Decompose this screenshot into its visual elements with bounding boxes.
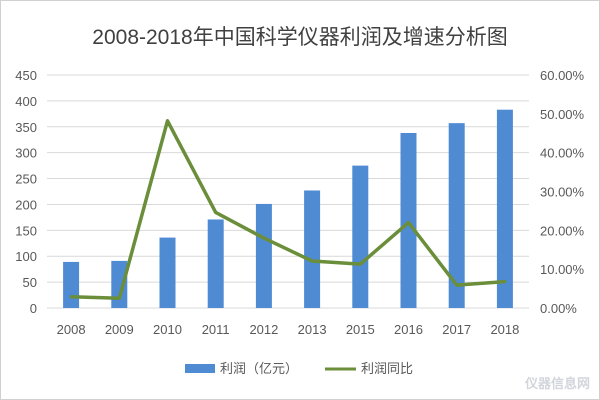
bar-2018 bbox=[496, 109, 513, 309]
chart-title: 2008-2018年中国科学仪器利润及增速分析图 bbox=[92, 26, 507, 49]
bar-2008 bbox=[63, 261, 80, 308]
y-left-tick-label: 400 bbox=[15, 94, 37, 109]
growth-point-2008 bbox=[69, 295, 73, 299]
growth-point-2009 bbox=[117, 296, 121, 300]
x-tick-label: 2015 bbox=[346, 322, 375, 337]
y-left-tick-label: 350 bbox=[15, 120, 37, 135]
legend-label-profit: 利润（亿元） bbox=[220, 361, 298, 376]
y-left-tick-label: 200 bbox=[15, 197, 37, 212]
y-right-tick-label: 60.00% bbox=[540, 68, 585, 83]
legend-swatch-bar bbox=[185, 364, 215, 373]
y-right-tick-label: 40.00% bbox=[540, 146, 585, 161]
growth-point-2013 bbox=[310, 259, 314, 263]
y-right-tick-label: 10.00% bbox=[540, 262, 585, 277]
y-right-tick-label: 50.00% bbox=[540, 107, 585, 122]
growth-point-2017 bbox=[455, 283, 459, 287]
growth-point-2012 bbox=[262, 236, 266, 240]
bar-2011 bbox=[207, 219, 224, 308]
growth-point-2010 bbox=[166, 119, 169, 123]
growth-point-2015 bbox=[358, 262, 362, 266]
y-left-tick-label: 450 bbox=[15, 68, 37, 83]
growth-point-2016 bbox=[407, 221, 410, 225]
x-tick-label: 2011 bbox=[202, 322, 230, 337]
growth-point-2018 bbox=[503, 280, 507, 284]
x-tick-label: 2010 bbox=[153, 322, 182, 337]
y-right-tick-label: 20.00% bbox=[540, 223, 585, 238]
bar-2017 bbox=[448, 123, 465, 308]
y-left-tick-label: 100 bbox=[15, 249, 37, 264]
y-left-tick-label: 150 bbox=[15, 223, 37, 238]
bar-2009 bbox=[111, 260, 128, 308]
x-tick-label: 2013 bbox=[298, 322, 327, 337]
bar-2010 bbox=[159, 237, 176, 308]
y-right-tick-label: 0.00% bbox=[540, 301, 577, 316]
y-right-tick-label: 30.00% bbox=[540, 185, 585, 200]
y-left-tick-label: 50 bbox=[23, 275, 37, 290]
bar-2015 bbox=[352, 165, 369, 308]
watermark: 仪器信息网 bbox=[524, 376, 590, 391]
bar-2016 bbox=[400, 132, 417, 308]
y-left-tick-label: 300 bbox=[15, 146, 37, 161]
y-left-tick-label: 0 bbox=[30, 301, 37, 316]
bar-2013 bbox=[304, 190, 321, 308]
x-tick-label: 2016 bbox=[394, 322, 423, 337]
x-tick-label: 2008 bbox=[57, 322, 86, 337]
y-left-tick-label: 250 bbox=[15, 172, 37, 187]
x-tick-label: 2018 bbox=[490, 322, 519, 337]
bar-2012 bbox=[255, 203, 272, 308]
growth-point-2011 bbox=[214, 210, 218, 214]
x-tick-label: 2017 bbox=[442, 322, 471, 337]
legend-label-growth: 利润同比 bbox=[361, 361, 413, 376]
legend: 利润（亿元） 利润同比 bbox=[185, 361, 413, 376]
x-tick-label: 2012 bbox=[249, 322, 278, 337]
x-tick-label: 2009 bbox=[105, 322, 134, 337]
growth-line bbox=[71, 119, 506, 301]
